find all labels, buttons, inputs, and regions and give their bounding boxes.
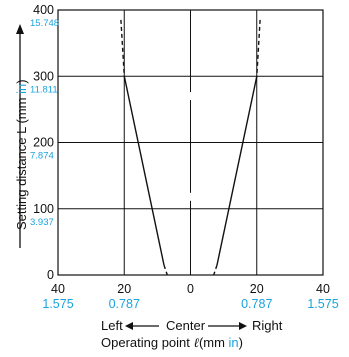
direction-center-label: Center	[166, 318, 206, 333]
series-line-right-dashed	[213, 264, 218, 276]
grid-lines	[57, 9, 324, 276]
direction-right-label: Right	[252, 318, 283, 333]
y-tick-label: 300	[33, 69, 54, 83]
y-tick-label: 0	[47, 268, 54, 282]
x-tick-inch-label: 1.575	[307, 297, 338, 311]
y-tick-label: 400	[33, 3, 54, 17]
y-tick-label: 100	[33, 202, 54, 216]
x-tick-inch-label: 1.575	[42, 297, 73, 311]
center-line-gap	[189, 92, 192, 101]
series-line-right-dashed	[256, 19, 261, 77]
arrow-right-head-icon	[239, 322, 247, 330]
x-tick-inch-label: 0.787	[241, 297, 272, 311]
x-tick-label: 40	[51, 282, 65, 296]
tick-labels: 01003.9372007.87430011.81140015.748401.5…	[30, 3, 339, 311]
y-tick-inch-label: 11.811	[30, 84, 58, 95]
y-tick-inch-label: 3.937	[30, 217, 54, 228]
series-line-left-solid	[123, 76, 165, 266]
arrow-left-head-icon	[125, 322, 133, 330]
y-tick-inch-label: 7.874	[30, 151, 54, 162]
direction-left-label: Left	[101, 318, 123, 333]
x-tick-label: 20	[250, 282, 264, 296]
series-line-right-solid	[216, 76, 258, 266]
y-axis-arrowhead-icon	[16, 24, 24, 34]
series-lines	[120, 19, 261, 276]
x-tick-label: 40	[316, 282, 330, 296]
x-tick-label: 0	[187, 282, 194, 296]
y-axis-label: Setting distance L (mm in)	[14, 79, 29, 230]
y-tick-label: 200	[33, 136, 54, 150]
x-tick-inch-label: 0.787	[109, 297, 140, 311]
y-tick-inch-label: 15.748	[30, 18, 59, 29]
series-line-left-dashed	[163, 264, 168, 276]
center-line-gap	[189, 192, 192, 201]
x-axis-label: Operating point ℓ(mm in)	[101, 335, 243, 351]
x-tick-label: 20	[117, 282, 131, 296]
plot-border	[57, 9, 324, 276]
series-line-left-dashed	[120, 19, 125, 77]
